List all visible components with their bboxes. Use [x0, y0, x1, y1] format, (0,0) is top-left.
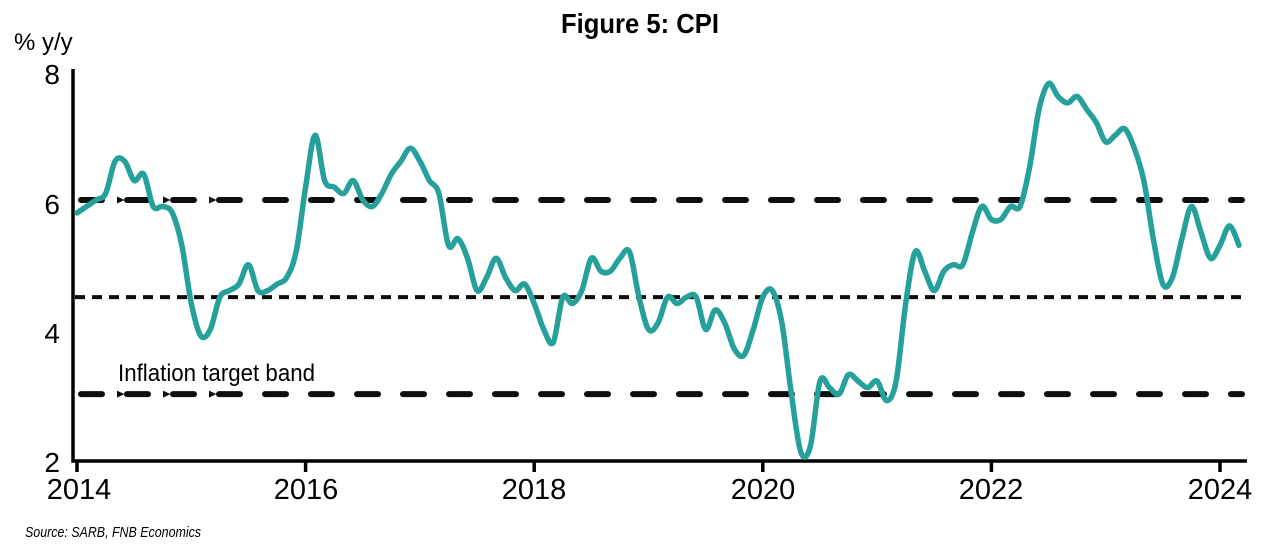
- axis-lines: [71, 69, 1247, 463]
- inflation-target-lower-dash-mark: [163, 390, 171, 398]
- inflation-target-band-lines: [75, 196, 1245, 398]
- y-tick-label-8: 8: [44, 59, 60, 90]
- source-note: Source: SARB, FNB Economics: [25, 524, 201, 541]
- y-tick-label-2: 2: [44, 447, 60, 478]
- inflation-target-upper-dash-mark: [163, 196, 171, 204]
- inflation-target-lower-dash-mark: [209, 390, 217, 398]
- cpi-series-line: [74, 80, 1242, 460]
- y-tick-label-6: 6: [44, 189, 60, 220]
- x-tick-label-2014: 2014: [47, 474, 112, 506]
- x-tick-label-2022: 2022: [959, 474, 1024, 506]
- figure-title: Figure 5: CPI: [561, 8, 719, 39]
- y-tick-label-4: 4: [44, 318, 60, 349]
- x-tick-label-2024: 2024: [1188, 474, 1253, 506]
- x-tick-label-2020: 2020: [731, 474, 796, 506]
- inflation-target-upper-dash-mark: [209, 196, 217, 204]
- axes: [71, 69, 1247, 472]
- inflation-band-label: Inflation target band: [118, 360, 315, 387]
- y-axis-unit-label: % y/y: [14, 29, 73, 56]
- x-tick-label-2016: 2016: [274, 474, 339, 506]
- inflation-target-lower-dash-mark: [117, 390, 125, 398]
- x-tick-label-2018: 2018: [502, 474, 567, 506]
- inflation-target-upper-dash-mark: [117, 196, 125, 204]
